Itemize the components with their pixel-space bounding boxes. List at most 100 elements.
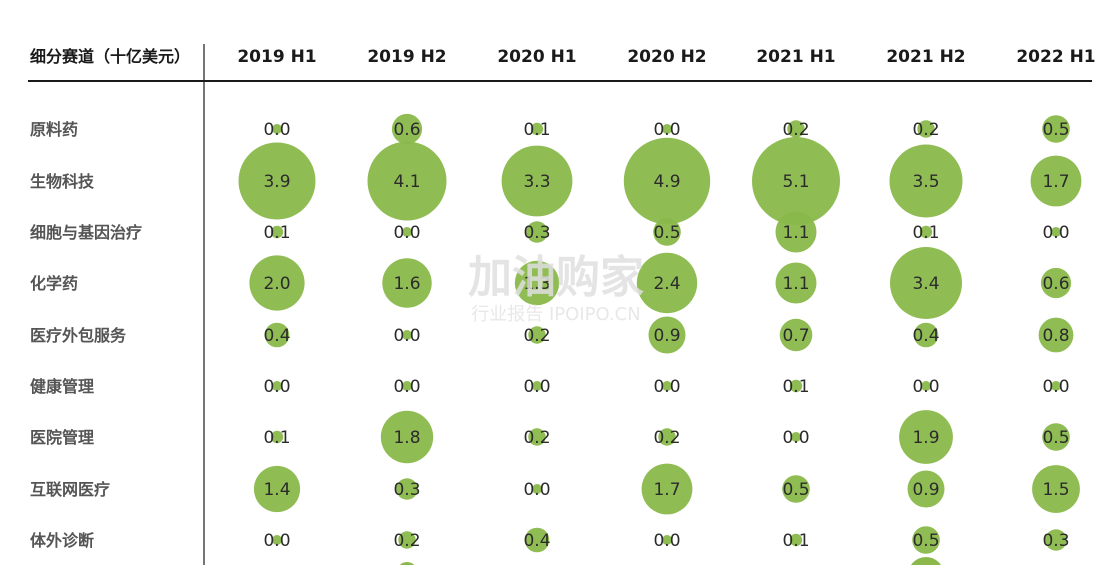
bubble (662, 535, 672, 545)
row-header-title: 细分赛道（十亿美元） (30, 47, 190, 66)
column-header: 2020 H1 (497, 47, 576, 67)
data-label: 0.5 (1042, 120, 1069, 140)
data-label: 0.0 (912, 377, 939, 397)
bubble (238, 142, 316, 220)
data-label: 2.4 (653, 274, 680, 294)
bubble (398, 531, 416, 549)
data-label: 3.3 (523, 172, 550, 192)
bubble (532, 484, 542, 494)
data-label: 3.4 (912, 274, 939, 294)
data-label: 0.0 (653, 377, 680, 397)
row-label: 生物科技 (30, 172, 95, 191)
data-label: 0.4 (912, 326, 939, 346)
bubble (514, 260, 560, 306)
column-header: 2019 H2 (367, 47, 446, 67)
watermark-sub: 行业报告 IPOIPO.CN (471, 304, 640, 325)
bubble (907, 470, 945, 508)
bubble (623, 137, 711, 225)
bubble (402, 330, 412, 340)
data-label: 1.1 (782, 274, 809, 294)
data-label: 1.5 (1042, 480, 1069, 500)
bubbles: 0.0 0.6 0.1 0.0 0.2 0.2 0.5 3.9 4.1 3.3 4.9 5.1 3.5 1… (238, 113, 1082, 565)
bubble (382, 258, 432, 308)
bubble (641, 463, 693, 515)
bubble (775, 262, 817, 304)
data-label: 0.3 (1042, 531, 1069, 551)
data-label: 0.1 (263, 428, 290, 448)
data-label: 0.5 (782, 480, 809, 500)
bubble (890, 247, 962, 319)
data-label: 1.7 (653, 480, 680, 500)
bubble (789, 379, 803, 393)
data-label: 4.1 (393, 172, 420, 192)
bubble (653, 218, 681, 246)
data-label: 0.0 (263, 377, 290, 397)
data-label: 0.5 (912, 531, 939, 551)
data-label: 0.0 (263, 120, 290, 140)
bubble (917, 120, 935, 138)
data-label: 0.6 (1042, 274, 1069, 294)
data-label: 1.6 (393, 274, 420, 294)
bubble (912, 526, 940, 554)
data-label: 0.0 (1042, 223, 1069, 243)
bubble (921, 381, 931, 391)
data-label: 0.0 (393, 377, 420, 397)
data-label: 0.9 (653, 326, 680, 346)
bubble (530, 122, 544, 136)
data-label: 0.0 (782, 428, 809, 448)
bubble (524, 527, 550, 553)
data-label: 0.6 (393, 120, 420, 140)
data-label: 1.3 (523, 274, 550, 294)
bubble (528, 326, 546, 344)
data-label: 0.2 (393, 531, 420, 551)
row-label: 原料药 (30, 120, 78, 139)
bubble (789, 533, 803, 547)
bubble (1030, 155, 1082, 207)
data-label: 0.2 (523, 326, 550, 346)
column-header: 2021 H2 (886, 47, 965, 67)
data-label: 0.0 (523, 377, 550, 397)
data-label: 1.8 (393, 428, 420, 448)
bubble (528, 428, 546, 446)
data-label: 1.7 (1042, 172, 1069, 192)
bubble (253, 465, 301, 513)
data-label: 0.0 (653, 120, 680, 140)
data-label: 0.3 (393, 480, 420, 500)
bubble (264, 322, 290, 348)
data-label: 0.4 (263, 326, 290, 346)
data-label: 5.1 (782, 172, 809, 192)
data-label: 0.1 (912, 223, 939, 243)
bubble (272, 381, 282, 391)
bubble (270, 225, 284, 239)
bubble (1040, 267, 1072, 299)
bubble (779, 318, 813, 352)
watermark-main: 加油购家 (468, 252, 644, 303)
bubble (1051, 227, 1061, 237)
bubble (1042, 115, 1070, 143)
data-label: 0.4 (523, 531, 550, 551)
data-label: 0.9 (912, 480, 939, 500)
column-header: 2019 H1 (237, 47, 316, 67)
bubble (402, 381, 412, 391)
data-label: 0.5 (653, 223, 680, 243)
bubble (396, 478, 418, 500)
data-label: 1.9 (912, 428, 939, 448)
row-label: 医疗外包服务 (30, 326, 127, 345)
data-label: 0.7 (782, 326, 809, 346)
bubble (367, 141, 447, 221)
data-label: 1.4 (263, 480, 290, 500)
data-label: 0.0 (1042, 377, 1069, 397)
data-label: 3.5 (912, 172, 939, 192)
bubble (791, 432, 801, 442)
column-header: 2022 H1 (1016, 47, 1095, 67)
data-label: 0.2 (653, 428, 680, 448)
bubble (272, 124, 282, 134)
bubble (270, 430, 284, 444)
data-label: 0.3 (523, 223, 550, 243)
bubble (532, 381, 542, 391)
bubble (752, 137, 840, 225)
bubble (526, 221, 548, 243)
bubble (272, 535, 282, 545)
bubble (249, 255, 305, 311)
